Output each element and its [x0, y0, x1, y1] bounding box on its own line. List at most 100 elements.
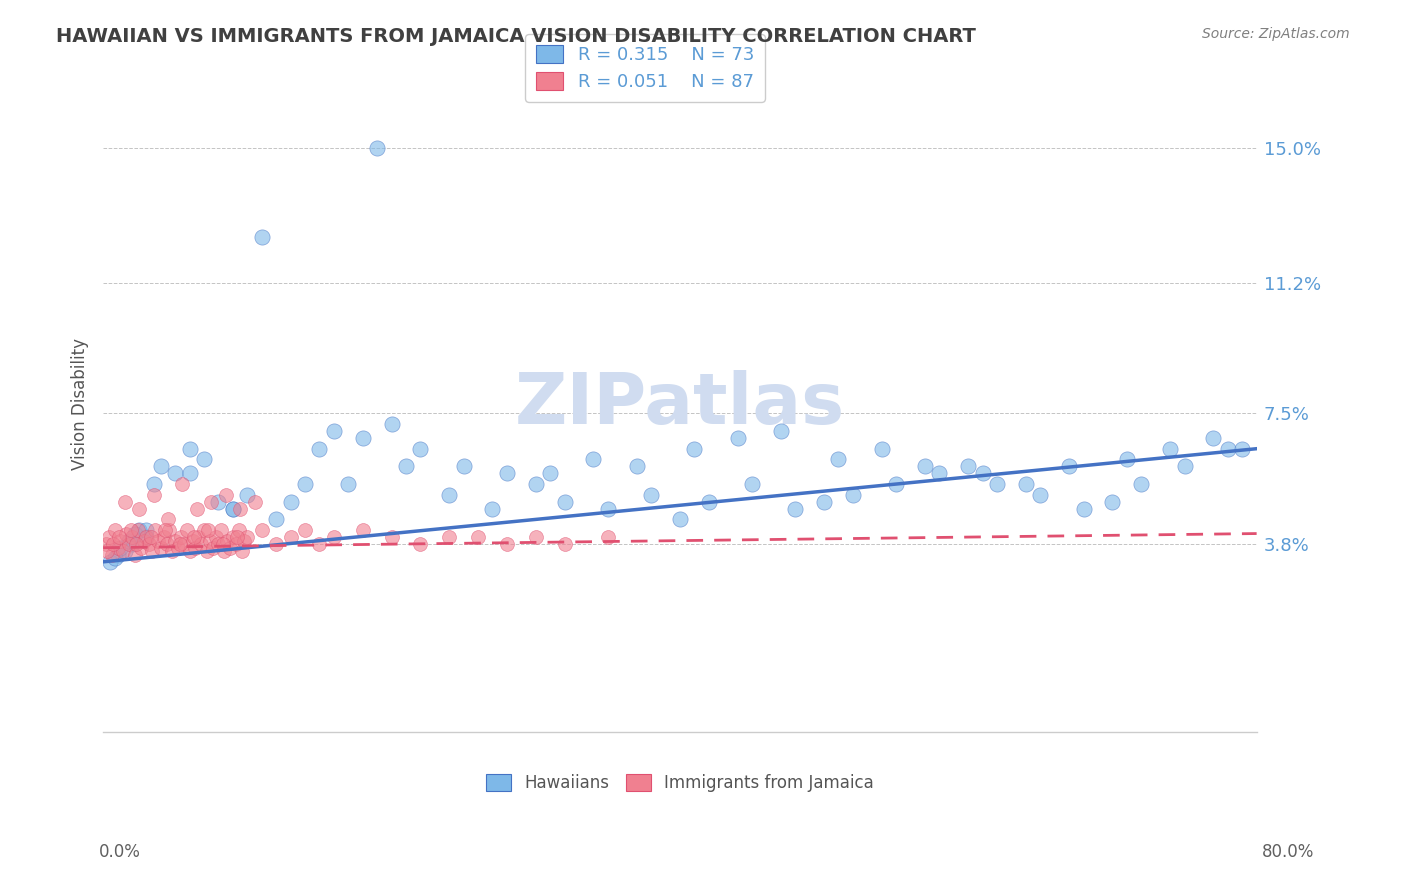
- Point: [217, 533, 239, 548]
- Point: [212, 544, 235, 558]
- Point: [495, 467, 517, 481]
- Point: [107, 548, 129, 562]
- Point: [173, 537, 195, 551]
- Point: [120, 523, 142, 537]
- Point: [322, 424, 344, 438]
- Point: [121, 537, 143, 551]
- Point: [697, 494, 720, 508]
- Point: [524, 477, 547, 491]
- Point: [207, 537, 229, 551]
- Point: [1015, 477, 1038, 491]
- Point: [437, 488, 460, 502]
- Point: [294, 477, 316, 491]
- Point: [1057, 459, 1080, 474]
- Point: [669, 512, 692, 526]
- Point: [308, 442, 330, 456]
- Point: [200, 494, 222, 508]
- Point: [112, 544, 135, 558]
- Point: [209, 523, 232, 537]
- Point: [152, 530, 174, 544]
- Point: [176, 523, 198, 537]
- Point: [132, 533, 155, 548]
- Point: [172, 477, 194, 491]
- Point: [201, 541, 224, 555]
- Point: [101, 548, 124, 562]
- Point: [222, 501, 245, 516]
- Point: [870, 442, 893, 456]
- Point: [1130, 477, 1153, 491]
- Point: [167, 541, 190, 555]
- Point: [169, 537, 191, 551]
- Point: [197, 523, 219, 537]
- Point: [124, 526, 146, 541]
- Point: [107, 541, 129, 555]
- Point: [211, 537, 233, 551]
- Point: [626, 459, 648, 474]
- Point: [986, 477, 1008, 491]
- Point: [596, 530, 619, 544]
- Point: [135, 530, 157, 544]
- Point: [219, 541, 242, 555]
- Text: 80.0%: 80.0%: [1263, 843, 1315, 861]
- Point: [1173, 459, 1195, 474]
- Point: [395, 459, 418, 474]
- Point: [243, 494, 266, 508]
- Point: [179, 467, 201, 481]
- Point: [184, 541, 207, 555]
- Point: [193, 452, 215, 467]
- Point: [233, 533, 256, 548]
- Point: [222, 501, 245, 516]
- Point: [142, 477, 165, 491]
- Point: [118, 537, 141, 551]
- Point: [495, 537, 517, 551]
- Point: [128, 501, 150, 516]
- Point: [554, 494, 576, 508]
- Point: [352, 431, 374, 445]
- Point: [1073, 501, 1095, 516]
- Point: [409, 442, 432, 456]
- Point: [118, 533, 141, 548]
- Point: [198, 533, 221, 548]
- Point: [928, 467, 950, 481]
- Point: [97, 530, 120, 544]
- Point: [683, 442, 706, 456]
- Point: [179, 442, 201, 456]
- Text: 0.0%: 0.0%: [98, 843, 141, 861]
- Point: [554, 537, 576, 551]
- Point: [280, 530, 302, 544]
- Point: [884, 477, 907, 491]
- Point: [972, 467, 994, 481]
- Point: [481, 501, 503, 516]
- Point: [250, 523, 273, 537]
- Point: [103, 537, 125, 551]
- Point: [114, 544, 136, 558]
- Point: [135, 530, 157, 544]
- Point: [228, 523, 250, 537]
- Point: [159, 523, 181, 537]
- Point: [149, 459, 172, 474]
- Point: [186, 501, 208, 516]
- Text: Source: ZipAtlas.com: Source: ZipAtlas.com: [1202, 27, 1350, 41]
- Point: [142, 488, 165, 502]
- Point: [785, 501, 807, 516]
- Point: [135, 523, 157, 537]
- Point: [236, 530, 259, 544]
- Y-axis label: Vision Disability: Vision Disability: [72, 338, 89, 470]
- Point: [190, 537, 212, 551]
- Point: [187, 530, 209, 544]
- Point: [453, 459, 475, 474]
- Point: [115, 526, 138, 541]
- Point: [165, 533, 187, 548]
- Point: [366, 141, 388, 155]
- Point: [582, 452, 605, 467]
- Point: [640, 488, 662, 502]
- Point: [337, 477, 360, 491]
- Point: [827, 452, 849, 467]
- Point: [108, 530, 131, 544]
- Point: [153, 523, 176, 537]
- Text: ZIPatlas: ZIPatlas: [515, 370, 845, 439]
- Point: [128, 523, 150, 537]
- Point: [229, 501, 252, 516]
- Point: [104, 523, 127, 537]
- Point: [741, 477, 763, 491]
